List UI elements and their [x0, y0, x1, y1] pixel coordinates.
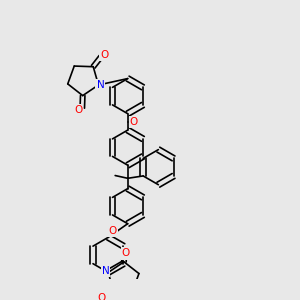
Text: O: O: [130, 117, 138, 127]
Text: N: N: [97, 80, 104, 90]
Text: O: O: [74, 105, 82, 116]
Text: N: N: [101, 266, 109, 276]
Text: O: O: [100, 50, 108, 60]
Text: O: O: [108, 226, 116, 236]
Text: O: O: [122, 248, 130, 259]
Text: O: O: [98, 293, 106, 300]
